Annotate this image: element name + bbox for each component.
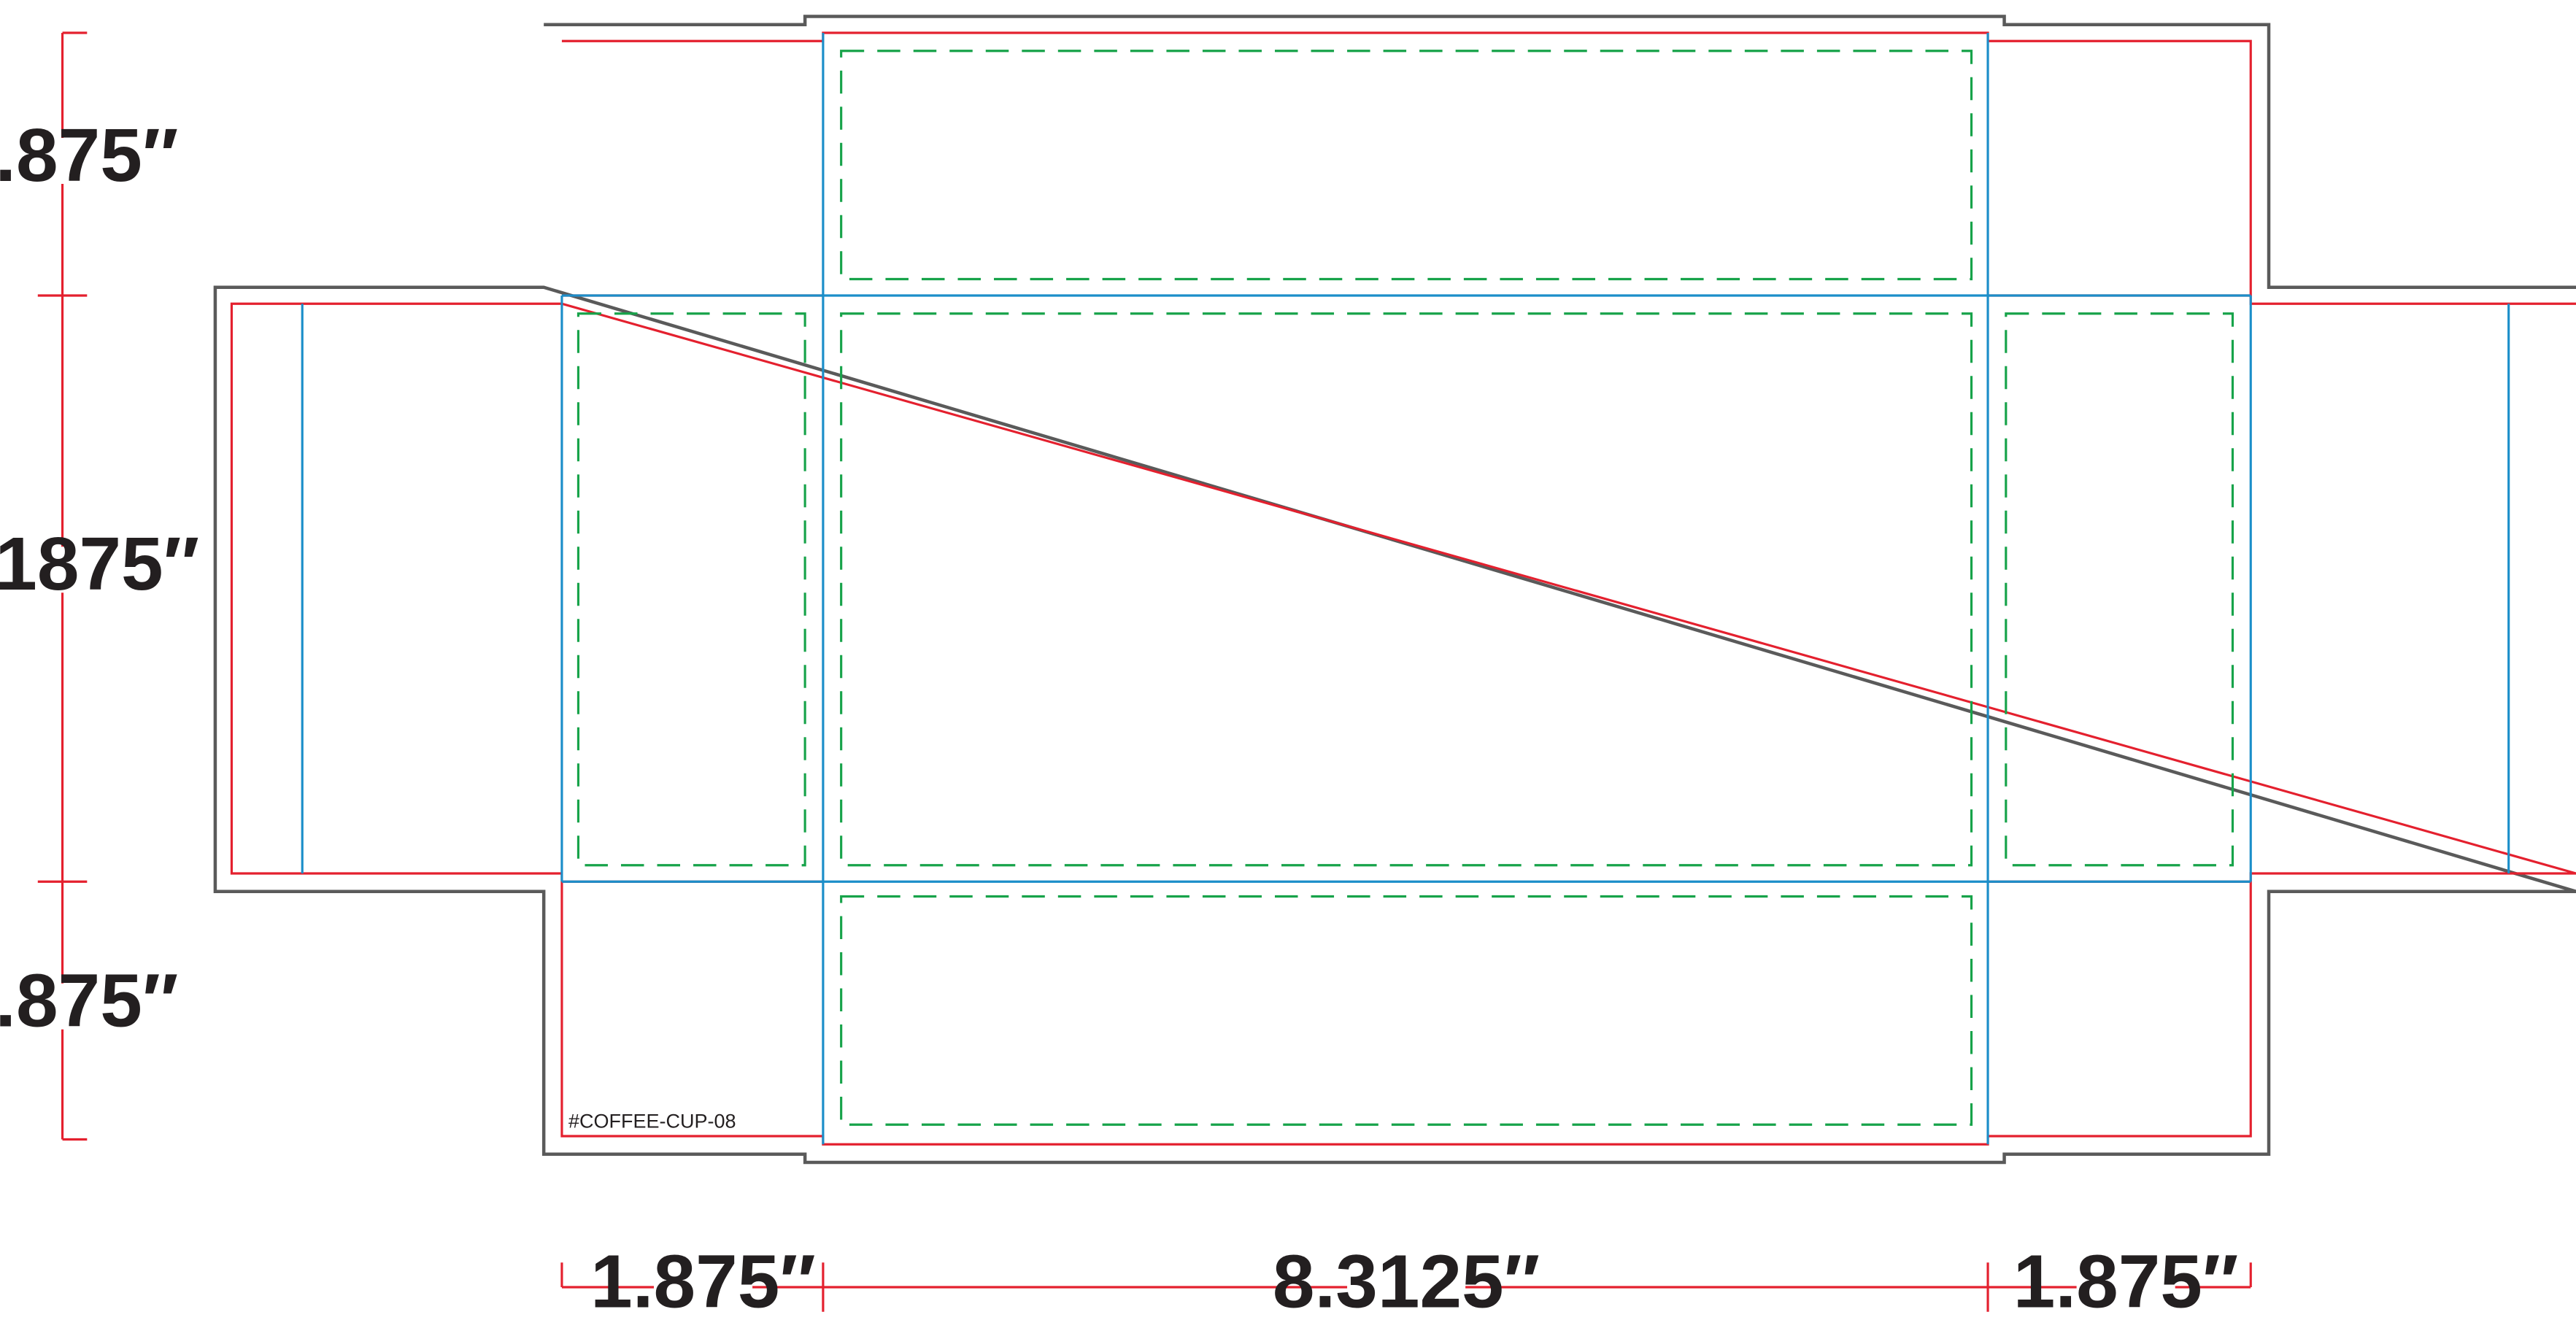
label-backdrop	[13, 547, 119, 593]
trim-lines	[230, 31, 2576, 1146]
label-backdrop	[21, 138, 110, 184]
dimension-label-box-length: 8.3125″	[1273, 1238, 1540, 1320]
label-backdrop	[654, 1265, 753, 1309]
trim-outline	[230, 31, 2576, 1146]
safe-area-center-panel	[840, 312, 1973, 867]
dimension-label-top-flap: 1.875″	[0, 112, 178, 197]
fold-lines	[301, 33, 2510, 1145]
label-backdrop	[2076, 1265, 2175, 1309]
safe-area-right-panel	[2005, 312, 2234, 867]
outer-cut-outline	[213, 15, 2576, 1165]
dimension-label-left-panel: 1.875″	[590, 1238, 816, 1320]
product-code-label: #COFFEE-CUP-08	[568, 1111, 736, 1132]
safe-area-bottom-panel	[840, 895, 1973, 1126]
label-backdrop	[1347, 1265, 1466, 1309]
safe-area-top-panel	[840, 50, 1973, 281]
label-backdrop	[21, 983, 110, 1030]
safe-area-left-panel	[576, 312, 806, 867]
dimension-label-right-panel: 1.875″	[2013, 1238, 2239, 1320]
dimension-label-bottom-flap: 1.875″	[0, 958, 178, 1043]
safe-areas	[576, 50, 2234, 1126]
dimension-label-box-depth: 4.1875″	[0, 521, 199, 606]
